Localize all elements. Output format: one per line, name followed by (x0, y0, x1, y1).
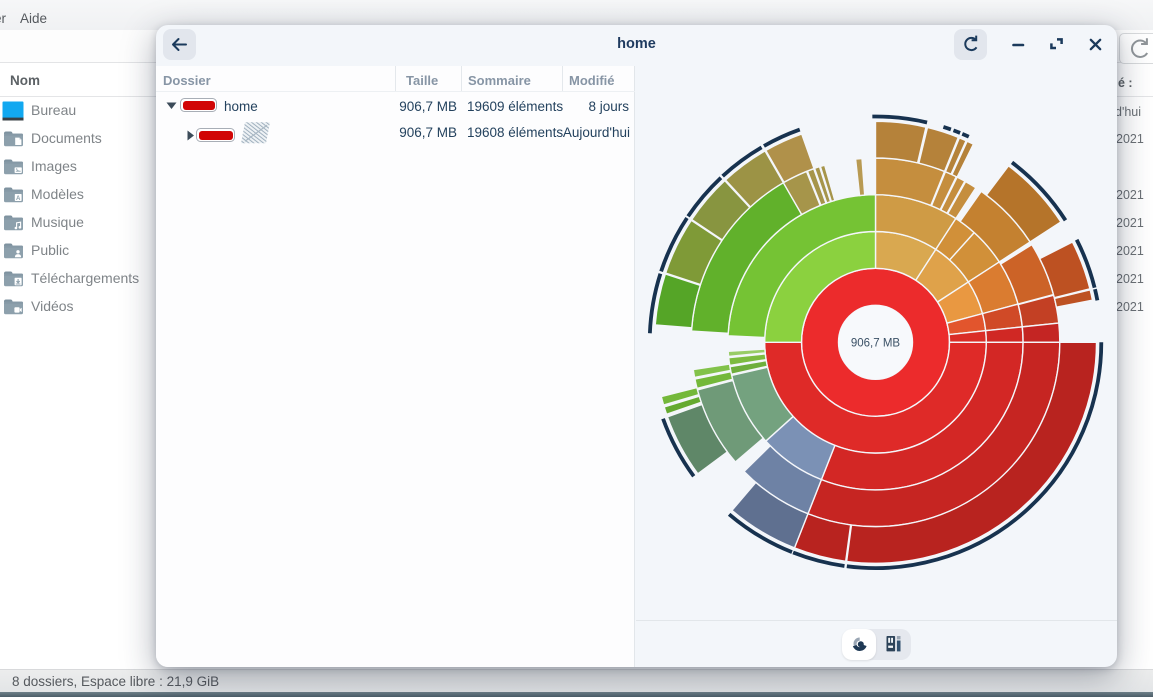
svg-text:906,7 MB: 906,7 MB (851, 337, 901, 349)
svg-text:A: A (16, 196, 21, 202)
